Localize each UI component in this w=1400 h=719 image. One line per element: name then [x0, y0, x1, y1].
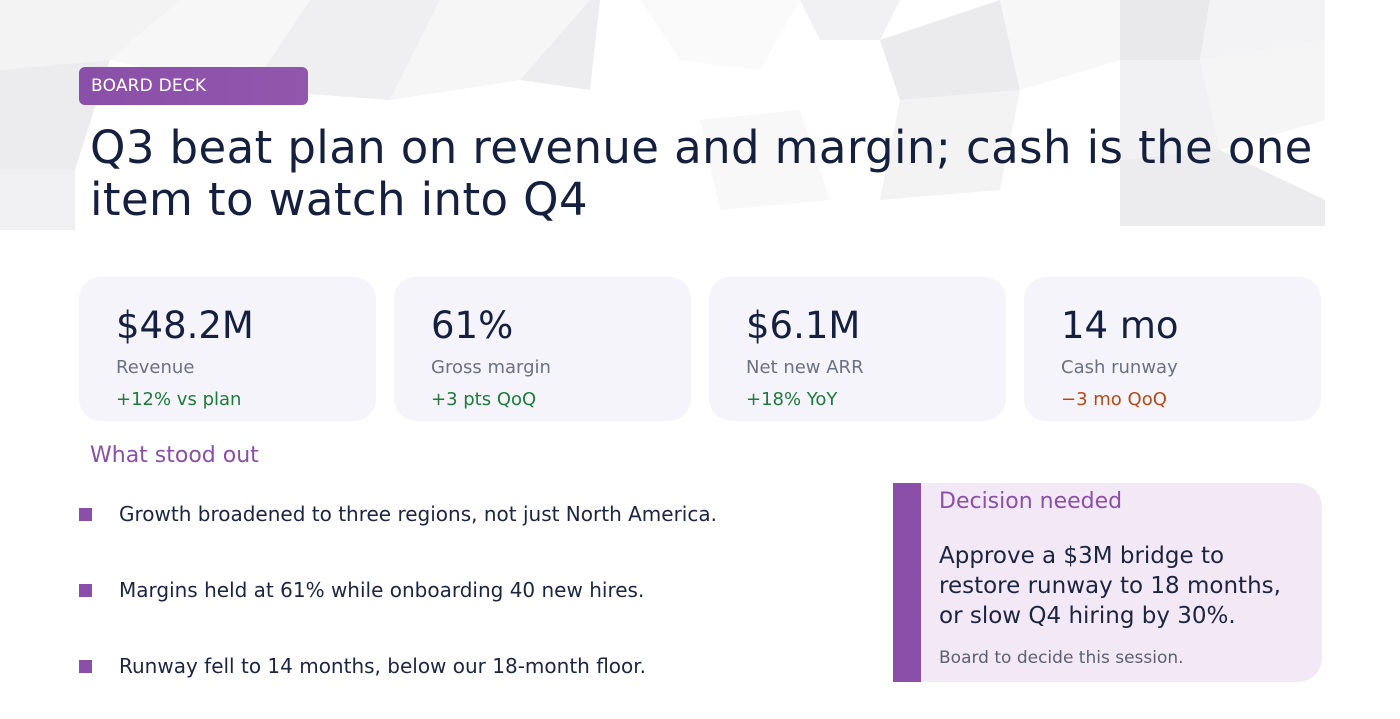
kpi-label: Cash runway: [1061, 357, 1178, 378]
kpi-value: $6.1M: [746, 304, 861, 347]
kpi-label: Net new ARR: [746, 357, 864, 378]
kpi-card-gross-margin: 61% Gross margin +3 pts QoQ: [394, 277, 691, 421]
highlights-title: What stood out: [90, 443, 259, 468]
highlight-text: Margins held at 61% while onboarding 40 …: [119, 578, 645, 602]
highlight-text: Runway fell to 14 months, below our 18-m…: [119, 654, 647, 678]
bullet-square-icon: [79, 508, 92, 521]
kpi-card-revenue: $48.2M Revenue +12% vs plan: [79, 277, 376, 421]
highlight-text: Growth broadened to three regions, not j…: [119, 502, 717, 526]
background-pattern: [0, 0, 1325, 230]
kpi-value: $48.2M: [116, 304, 254, 347]
kpi-value: 14 mo: [1061, 304, 1179, 347]
slide-headline: Q3 beat plan on revenue and margin; cash…: [90, 121, 1313, 226]
kpi-delta: +3 pts QoQ: [431, 389, 537, 410]
decision-body: Approve a $3M bridge to restore runway t…: [939, 543, 1281, 629]
bullet-square-icon: [79, 584, 92, 597]
kpi-delta: +18% YoY: [746, 389, 838, 410]
kpi-card-net-new-arr: $6.1M Net new ARR +18% YoY: [709, 277, 1006, 421]
decision-note: Board to decide this session.: [939, 648, 1184, 668]
decision-callout: Decision needed Approve a $3M bridge to …: [893, 483, 1322, 682]
decision-accent-bar: [893, 483, 921, 682]
kpi-delta: −3 mo QoQ: [1061, 389, 1167, 410]
kpi-card-cash-runway: 14 mo Cash runway −3 mo QoQ: [1024, 277, 1321, 421]
kpi-value: 61%: [431, 304, 514, 347]
kpi-delta: +12% vs plan: [116, 389, 242, 410]
kpi-label: Revenue: [116, 357, 195, 378]
deck-tag: BOARD DECK: [79, 67, 308, 105]
decision-title: Decision needed: [939, 489, 1123, 514]
kpi-label: Gross margin: [431, 357, 551, 378]
bullet-square-icon: [79, 660, 92, 673]
